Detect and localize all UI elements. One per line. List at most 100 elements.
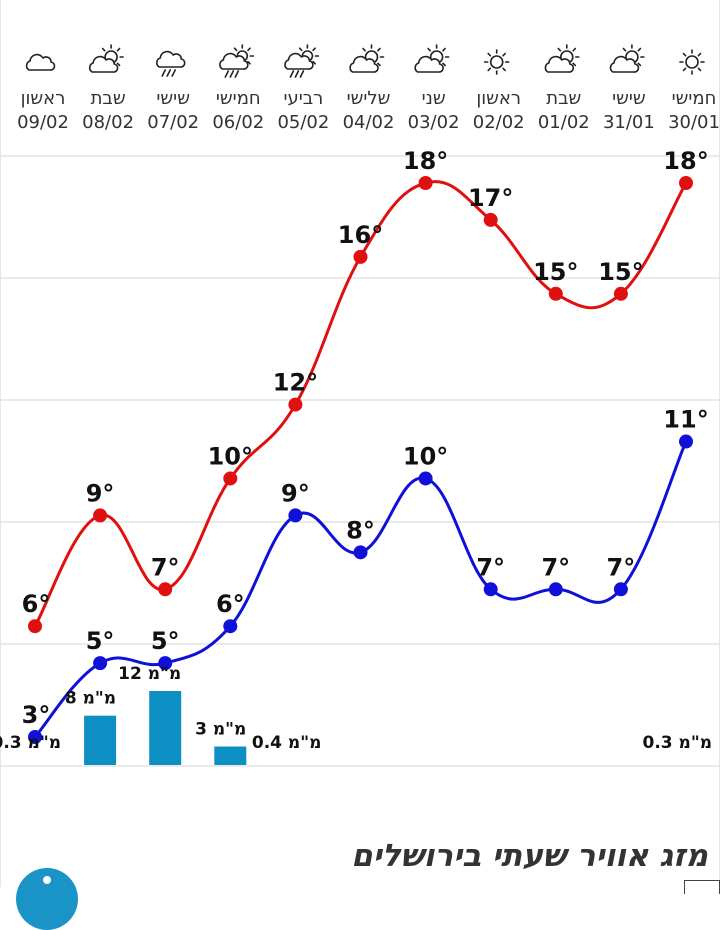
day-header: חמישי 30/01 שישי 31/01 שבת 01/02 ראשון 02/02 שני… xyxy=(17,44,720,133)
page-title: מזג אוויר שעתי בירושלים xyxy=(351,838,708,874)
min-temp-label: 5° xyxy=(151,627,180,655)
precip-label: 3 מ"מ xyxy=(195,720,246,740)
precip-label: 8 מ"מ xyxy=(65,689,116,709)
day-name: שלישי xyxy=(347,88,391,109)
min-temp-point xyxy=(613,582,628,597)
precip-label: 0.4 מ"מ xyxy=(252,733,322,753)
day-name: שישי xyxy=(156,88,190,109)
sun-rain-cloud-icon xyxy=(219,44,255,78)
day-date: 06/02 xyxy=(212,112,264,133)
max-temp-line xyxy=(33,180,688,627)
precip-bar xyxy=(84,715,117,765)
min-temp-label: 10° xyxy=(403,442,448,470)
day-date: 31/01 xyxy=(603,112,655,133)
day-date: 30/01 xyxy=(668,112,720,133)
precip-label: 0.3 מ"מ xyxy=(0,733,61,753)
max-temp-point xyxy=(548,286,563,301)
day-date: 03/02 xyxy=(408,112,460,133)
day-date: 04/02 xyxy=(343,112,395,133)
max-temp-point xyxy=(28,619,42,634)
min-temp-label: 5° xyxy=(86,627,115,655)
precip-bar xyxy=(214,746,247,765)
partly-cloudy-icon xyxy=(609,44,645,73)
max-temp-label: 10° xyxy=(208,442,253,470)
day-name: חמישי xyxy=(672,88,717,109)
day-name: שבת xyxy=(546,88,581,109)
day-name: חמישי xyxy=(216,88,261,109)
temp-lines xyxy=(33,180,688,738)
forecast-chart: חמישי 30/01 שישי 31/01 שבת 01/02 ראשון 02/02 שני… xyxy=(0,44,720,767)
max-temp-point xyxy=(93,508,108,523)
max-temp-label: 18° xyxy=(663,147,708,175)
max-temp-point xyxy=(158,582,173,597)
day-name: רביעי xyxy=(283,88,323,109)
min-temp-point xyxy=(353,545,368,560)
max-temp-label: 9° xyxy=(86,479,115,507)
partly-cloudy-icon xyxy=(88,44,124,73)
min-temp-label: 7° xyxy=(607,553,636,581)
min-temp-point xyxy=(483,582,498,597)
max-temp-point xyxy=(353,249,368,264)
max-temp-label: 15° xyxy=(598,258,643,286)
partly-cloudy-icon xyxy=(544,44,580,73)
max-temp-label: 18° xyxy=(403,147,448,175)
day-name: שני xyxy=(422,88,446,109)
day-name: ראשון xyxy=(476,88,521,109)
day-date: 05/02 xyxy=(277,112,329,133)
precip-label: 12 מ"מ xyxy=(118,664,181,684)
min-temp-point xyxy=(223,619,238,634)
min-temp-label: 7° xyxy=(476,553,505,581)
rain-cloud-icon xyxy=(156,50,186,77)
min-temp-line xyxy=(33,440,688,738)
max-temp-point xyxy=(679,176,693,190)
min-temp-point xyxy=(93,656,108,671)
temp-points xyxy=(28,176,693,744)
min-temp-point xyxy=(28,730,42,744)
day-name: שישי xyxy=(612,88,646,109)
accessibility-button[interactable] xyxy=(16,868,78,930)
min-temp-point xyxy=(158,656,173,671)
value-labels: 0.3 מ"מ 0.4 מ"מ 3 מ"מ 12 מ"מ8 מ"מ 0.3 מ"מ 18°… xyxy=(0,147,712,753)
min-temp-point xyxy=(679,434,693,449)
max-temp-point xyxy=(483,212,498,227)
min-temp-label: 6° xyxy=(216,590,245,618)
precip-bars xyxy=(84,691,247,765)
precip-label: 0.3 מ"מ xyxy=(642,733,712,753)
min-temp-label: 9° xyxy=(281,479,310,507)
corner-widget[interactable] xyxy=(684,880,720,894)
cloud-icon xyxy=(25,53,56,71)
max-temp-label: 16° xyxy=(338,221,383,249)
precip-bar xyxy=(149,691,182,765)
day-date: 07/02 xyxy=(147,112,199,133)
min-temp-label: 11° xyxy=(663,406,708,434)
partly-cloudy-icon xyxy=(414,44,450,73)
sun-icon xyxy=(679,49,705,75)
day-name: שבת xyxy=(91,88,126,109)
day-date: 02/02 xyxy=(473,112,525,133)
min-temp-point xyxy=(288,508,303,523)
max-temp-point xyxy=(288,397,303,412)
max-temp-label: 7° xyxy=(151,553,180,581)
day-name: ראשון xyxy=(21,88,66,109)
min-temp-label: 7° xyxy=(541,553,570,581)
day-date: 09/02 xyxy=(17,112,69,133)
sun-rain-cloud-icon xyxy=(284,44,320,78)
day-date: 01/02 xyxy=(538,112,590,133)
max-temp-point xyxy=(418,176,433,190)
min-temp-point xyxy=(418,471,433,486)
max-temp-label: 15° xyxy=(533,258,578,286)
max-temp-label: 12° xyxy=(273,369,318,397)
min-temp-label: 8° xyxy=(346,516,375,544)
partly-cloudy-icon xyxy=(349,44,385,73)
frame-left-border xyxy=(0,0,1,887)
accessibility-icon xyxy=(43,876,51,884)
sun-icon xyxy=(483,49,510,75)
max-temp-label: 17° xyxy=(468,184,513,212)
max-temp-point xyxy=(613,286,628,301)
max-temp-label: 6° xyxy=(22,590,51,618)
min-temp-label: 3° xyxy=(22,701,51,729)
max-temp-point xyxy=(223,471,238,486)
day-date: 08/02 xyxy=(82,112,134,133)
min-temp-point xyxy=(548,582,563,597)
gridlines xyxy=(0,155,720,767)
